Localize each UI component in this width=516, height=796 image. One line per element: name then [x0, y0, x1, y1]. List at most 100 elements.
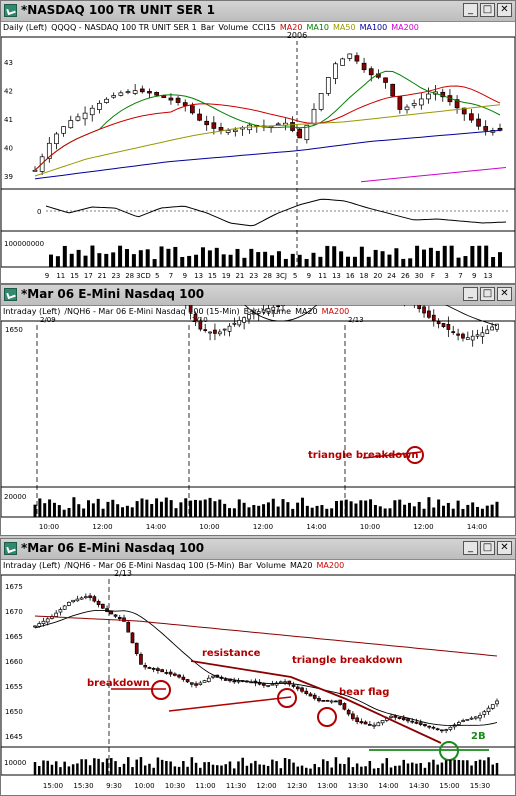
- m5-volume-bar: [186, 766, 189, 775]
- m15-volume-bar: [96, 498, 100, 517]
- m5-volume-bar: [419, 763, 422, 775]
- m5-volume-bar: [84, 759, 88, 775]
- intraday-15min-chart[interactable]: triangle breakdown 16801670166016502/092…: [1, 305, 515, 535]
- daily-candle: [347, 53, 353, 59]
- close-button[interactable]: ✕: [497, 3, 512, 17]
- legend-item: Intraday (Left): [3, 561, 61, 570]
- minimize-button[interactable]: _: [463, 541, 478, 555]
- m5-volume-bar: [118, 766, 122, 775]
- daily-candle: [232, 129, 238, 132]
- m15-volume-bar: [242, 502, 246, 517]
- x-tick-label: 12:00: [92, 523, 112, 531]
- date-label: 2/13: [114, 569, 132, 578]
- title-bar[interactable]: *NASDAQ 100 TR UNIT SER 1 _ □ ✕: [1, 1, 515, 22]
- m5-volume-bar: [80, 759, 83, 775]
- daily-candle: [204, 120, 210, 126]
- m15-volume-bar: [369, 499, 373, 517]
- daily-volume-bar: [83, 255, 88, 267]
- m15-volume-bar: [48, 499, 52, 517]
- m5-candle: [414, 721, 419, 724]
- daily-candle: [275, 123, 281, 126]
- m15-candle: [495, 323, 499, 330]
- daily-candle: [368, 68, 374, 76]
- daily-candle: [82, 112, 88, 120]
- daily-volume-bar: [111, 252, 116, 267]
- m15-volume-bar: [286, 502, 290, 517]
- y-tick-label: 43: [4, 59, 13, 67]
- m15-volume-bar: [373, 505, 377, 517]
- daily-volume-bar: [97, 253, 102, 267]
- m5-candle: [444, 729, 448, 731]
- m5-candle: [380, 720, 385, 724]
- legend-item: MA200: [391, 23, 419, 32]
- daily-candle: [411, 102, 417, 106]
- price-panel-frame: [1, 36, 515, 190]
- title-bar[interactable]: *Mar 06 E-Mini Nasdaq 100 _ □ ✕: [1, 539, 515, 560]
- daily-candle: [311, 108, 317, 125]
- x-tick-label: 12:00: [256, 782, 276, 790]
- m5-candle: [100, 603, 105, 609]
- m5-volume-bar: [483, 760, 486, 775]
- m5-volume-bar: [360, 766, 363, 775]
- m5-volume-bar: [474, 761, 478, 775]
- y-tick-label: 1665: [5, 633, 23, 641]
- daily-volume-bar: [339, 251, 344, 267]
- m5-volume-bar: [364, 766, 367, 775]
- m5-volume-bar: [114, 761, 117, 775]
- m5-candle: [189, 682, 194, 685]
- daily-candle: [225, 130, 231, 133]
- m5-candle: [84, 596, 88, 599]
- close-button[interactable]: ✕: [497, 541, 512, 555]
- minimize-button[interactable]: _: [463, 287, 478, 301]
- x-tick-label: 13:30: [348, 782, 368, 790]
- x-tick-label: 13: [484, 272, 493, 280]
- legend-item: MA50: [333, 23, 356, 32]
- volume-tick-label: 10000: [4, 759, 26, 767]
- x-tick-label: 28: [125, 272, 134, 280]
- m5-candle: [461, 720, 465, 722]
- daily-volume-bar: [442, 245, 447, 267]
- daily-candle: [147, 91, 152, 94]
- m5-candle: [147, 667, 152, 669]
- maximize-button[interactable]: □: [480, 287, 495, 301]
- m15-volume-bar: [213, 501, 217, 517]
- close-button[interactable]: ✕: [497, 287, 512, 301]
- m5-volume-bar: [254, 760, 257, 775]
- m5-candle: [96, 600, 101, 606]
- m5-volume-bar: [160, 759, 164, 775]
- maximize-button[interactable]: □: [480, 3, 495, 17]
- m5-volume-bar: [398, 765, 401, 775]
- triangle-support-line: [168, 696, 292, 712]
- x-tick-label: 24: [387, 272, 396, 280]
- chart-legend: Intraday (Left)/NQH6 - Mar 06 E-Mini Nas…: [3, 561, 348, 570]
- y-tick-label: 40: [4, 145, 13, 153]
- m15-volume-bar: [442, 505, 446, 517]
- m15-volume-bar: [33, 504, 37, 517]
- m5-candle: [232, 680, 237, 683]
- ma200-line: [34, 615, 498, 657]
- title-bar[interactable]: *Mar 06 E-Mini Nasdaq 100 _ □ ✕: [1, 285, 515, 306]
- daily-volume-bar: [152, 259, 157, 267]
- maximize-button[interactable]: □: [480, 541, 495, 555]
- daily-volume-bar: [435, 250, 440, 267]
- x-tick-label: 10:00: [39, 523, 59, 531]
- m15-candle: [475, 334, 480, 337]
- m15-candle: [203, 329, 208, 331]
- m5-candle: [291, 684, 296, 687]
- m5-candle: [490, 704, 495, 709]
- daily-volume-bar: [166, 248, 171, 267]
- m5-candle: [92, 596, 97, 602]
- intraday-5min-chart[interactable]: 2/13 breakdown resistance triangle break…: [1, 559, 515, 795]
- chart-legend: Daily (Left) QQQQ - NASDAQ 100 TR UNIT SE…: [3, 23, 423, 32]
- daily-candle: [497, 127, 503, 131]
- m5-volume-bar: [148, 763, 151, 775]
- minimize-button[interactable]: _: [463, 3, 478, 17]
- daily-candle: [46, 142, 52, 159]
- m5-candle: [423, 724, 427, 727]
- m5-volume-bar: [199, 767, 202, 775]
- m15-volume-bar: [145, 499, 149, 517]
- m15-candle: [266, 308, 271, 313]
- m15-volume-bar: [262, 504, 266, 517]
- daily-volume-bar: [304, 258, 309, 267]
